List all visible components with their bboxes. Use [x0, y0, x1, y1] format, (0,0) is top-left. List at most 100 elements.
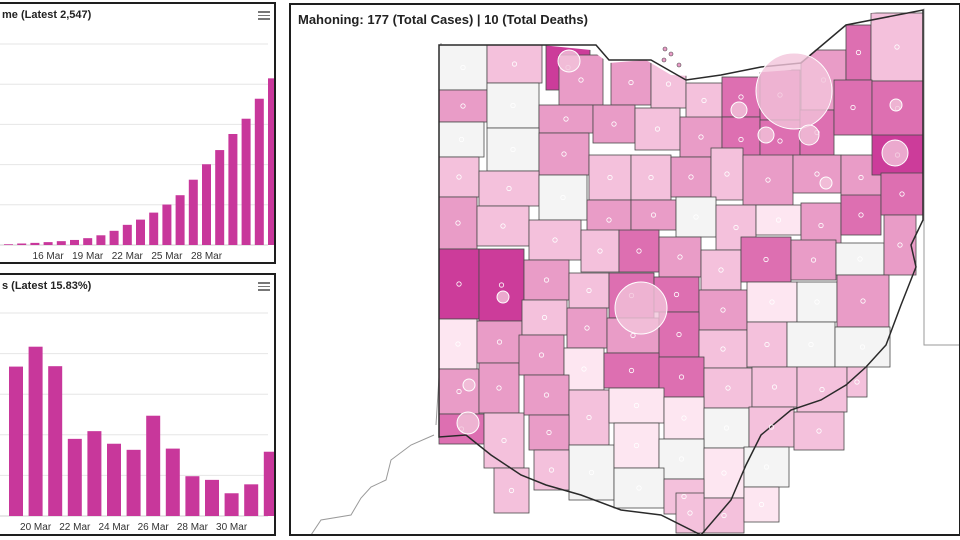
- bar[interactable]: [96, 235, 106, 245]
- bar[interactable]: [136, 219, 145, 245]
- case-bubble[interactable]: [496, 290, 510, 304]
- bar[interactable]: [126, 449, 141, 516]
- case-bubble[interactable]: [557, 49, 581, 73]
- county[interactable]: [742, 154, 794, 206]
- bar[interactable]: [205, 479, 219, 516]
- county[interactable]: [580, 229, 620, 273]
- case-bubble[interactable]: [889, 98, 903, 112]
- county[interactable]: [558, 54, 604, 106]
- county[interactable]: [870, 12, 924, 82]
- county[interactable]: [486, 44, 543, 84]
- county[interactable]: [613, 422, 660, 469]
- county[interactable]: [478, 248, 525, 322]
- bar[interactable]: [109, 230, 119, 245]
- county[interactable]: [793, 411, 845, 451]
- bar[interactable]: [241, 118, 251, 245]
- county[interactable]: [538, 104, 594, 134]
- county[interactable]: [703, 497, 745, 534]
- county[interactable]: [538, 132, 590, 176]
- case-bubble[interactable]: [614, 281, 668, 335]
- bar[interactable]: [87, 431, 102, 516]
- county[interactable]: [786, 321, 836, 368]
- case-bubble[interactable]: [798, 124, 820, 146]
- bar[interactable]: [83, 238, 93, 245]
- bar[interactable]: [165, 448, 180, 516]
- county[interactable]: [478, 170, 540, 207]
- bar[interactable]: [202, 164, 211, 245]
- county[interactable]: [438, 368, 480, 415]
- hamburger-menu-icon[interactable]: [258, 11, 270, 20]
- county[interactable]: [703, 367, 753, 409]
- case-bubble[interactable]: [757, 126, 775, 144]
- bar[interactable]: [185, 476, 200, 516]
- bar[interactable]: [224, 493, 239, 516]
- case-bubble[interactable]: [462, 378, 476, 392]
- county[interactable]: [685, 82, 723, 119]
- bar[interactable]: [122, 224, 132, 245]
- county[interactable]: [700, 249, 742, 291]
- county[interactable]: [486, 127, 540, 172]
- county[interactable]: [698, 289, 748, 331]
- bar[interactable]: [70, 239, 79, 245]
- county[interactable]: [833, 79, 873, 136]
- county[interactable]: [438, 44, 488, 91]
- bar[interactable]: [107, 443, 121, 516]
- county[interactable]: [634, 107, 681, 151]
- bar[interactable]: [254, 98, 264, 245]
- bar[interactable]: [188, 179, 198, 245]
- case-bubble[interactable]: [730, 101, 748, 119]
- county[interactable]: [438, 196, 478, 250]
- county[interactable]: [835, 242, 885, 276]
- county[interactable]: [523, 259, 570, 301]
- county[interactable]: [630, 154, 672, 201]
- county[interactable]: [476, 205, 530, 247]
- county[interactable]: [438, 156, 480, 198]
- county[interactable]: [438, 121, 485, 158]
- county[interactable]: [533, 449, 570, 491]
- county[interactable]: [663, 396, 705, 440]
- bar[interactable]: [48, 366, 63, 516]
- county[interactable]: [563, 347, 605, 391]
- county[interactable]: [610, 59, 652, 106]
- bar[interactable]: [263, 451, 276, 516]
- county[interactable]: [698, 329, 748, 369]
- county[interactable]: [880, 172, 924, 216]
- county[interactable]: [751, 366, 798, 408]
- county[interactable]: [792, 154, 842, 194]
- county[interactable]: [528, 219, 582, 261]
- county[interactable]: [438, 248, 480, 320]
- bar[interactable]: [228, 133, 238, 245]
- county[interactable]: [840, 194, 882, 236]
- bar[interactable]: [268, 78, 276, 245]
- county[interactable]: [703, 407, 750, 449]
- bar[interactable]: [175, 195, 185, 245]
- county[interactable]: [568, 444, 615, 501]
- bar[interactable]: [9, 366, 23, 516]
- county[interactable]: [486, 82, 540, 129]
- county[interactable]: [438, 318, 478, 370]
- county[interactable]: [658, 356, 705, 398]
- bar[interactable]: [28, 346, 43, 516]
- county[interactable]: [670, 156, 712, 198]
- hamburger-menu-icon[interactable]: [258, 282, 270, 291]
- county[interactable]: [834, 326, 891, 368]
- county[interactable]: [846, 366, 868, 398]
- county[interactable]: [478, 362, 520, 414]
- bar[interactable]: [4, 244, 13, 245]
- county[interactable]: [790, 239, 837, 281]
- county[interactable]: [523, 374, 570, 416]
- case-bubble[interactable]: [755, 52, 833, 130]
- county[interactable]: [743, 486, 780, 523]
- county[interactable]: [568, 389, 610, 446]
- county[interactable]: [521, 299, 568, 336]
- county[interactable]: [603, 352, 660, 389]
- county[interactable]: [743, 446, 790, 488]
- county[interactable]: [755, 204, 802, 236]
- ohio-county-map[interactable]: [291, 5, 960, 536]
- county[interactable]: [658, 311, 700, 358]
- bar[interactable]: [215, 150, 225, 245]
- bar[interactable]: [162, 204, 172, 245]
- county[interactable]: [836, 274, 890, 328]
- county[interactable]: [483, 412, 525, 469]
- county[interactable]: [675, 492, 705, 534]
